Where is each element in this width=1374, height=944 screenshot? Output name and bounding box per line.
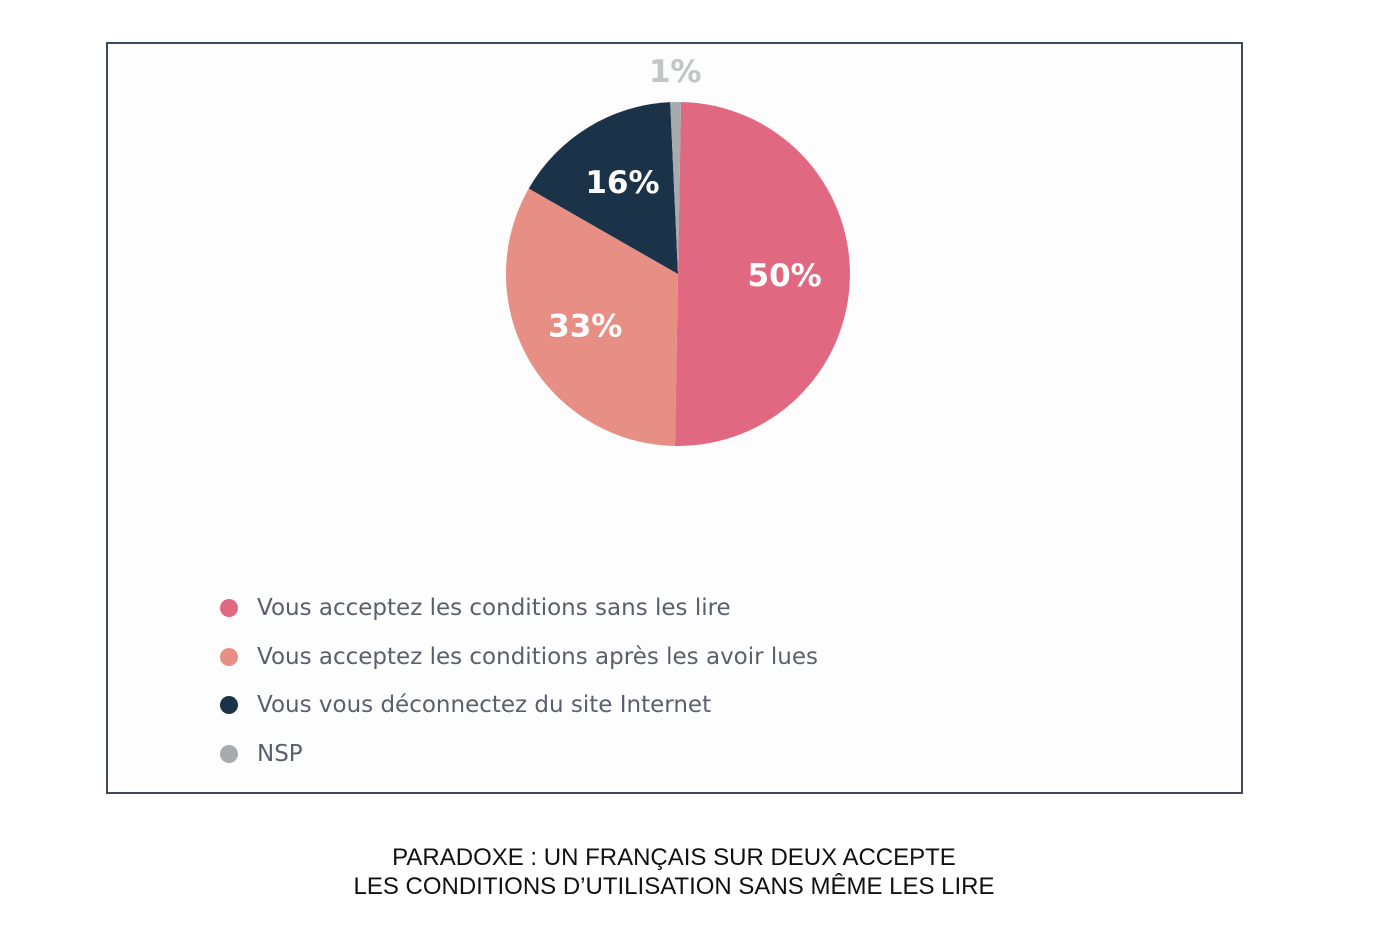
legend-swatch [220, 647, 238, 666]
pie-slice-vous-acceptez-les-conditions-sans-les-lire [674, 102, 850, 446]
pie-chart: 50% 33% 16% 1% [505, 54, 850, 446]
legend-label: Vous vous déconnectez du site Internet [257, 692, 712, 719]
pie-slice-vous-acceptez-les-conditions-apres-les-avoir-lues [505, 188, 678, 446]
legend-item-vous-vous-deconnectez-du-site-internet: Vous vous déconnectez du site Internet [220, 681, 818, 730]
legend-item-vous-acceptez-les-conditions-apres-les-avoir-lues: Vous acceptez les conditions après les a… [220, 633, 818, 682]
legend-item-nsp: NSP [220, 730, 818, 779]
caption-line-2: LES CONDITIONS D’UTILISATION SANS MÊME L… [353, 873, 995, 900]
slice-value-label: 33% [548, 309, 622, 345]
legend-item-vous-acceptez-les-conditions-sans-les-lire: Vous acceptez les conditions sans les li… [220, 584, 818, 633]
figure-caption: PARADOXE : UN FRANÇAIS SUR DEUX ACCEPTE … [0, 843, 1348, 901]
legend-label: NSP [257, 740, 303, 767]
chart-frame: 50% 33% 16% 1% Vous acceptez les conditions… [106, 42, 1243, 794]
pie-slice-nsp [670, 102, 682, 274]
slice-value-label: 1% [649, 54, 702, 90]
pie-slice-vous-vous-deconnectez-du-site-internet [528, 102, 678, 274]
slice-value-label: 50% [748, 258, 822, 294]
legend-label: Vous acceptez les conditions sans les li… [257, 595, 731, 622]
slice-value-label: 16% [585, 165, 659, 201]
legend-label: Vous acceptez les conditions après les a… [257, 643, 819, 670]
legend-swatch [220, 744, 238, 763]
legend-swatch [220, 599, 238, 618]
chart-legend: Vous acceptez les conditions sans les li… [220, 584, 818, 778]
caption-line-1: PARADOXE : UN FRANÇAIS SUR DEUX ACCEPTE [392, 844, 956, 871]
legend-swatch [220, 696, 238, 715]
